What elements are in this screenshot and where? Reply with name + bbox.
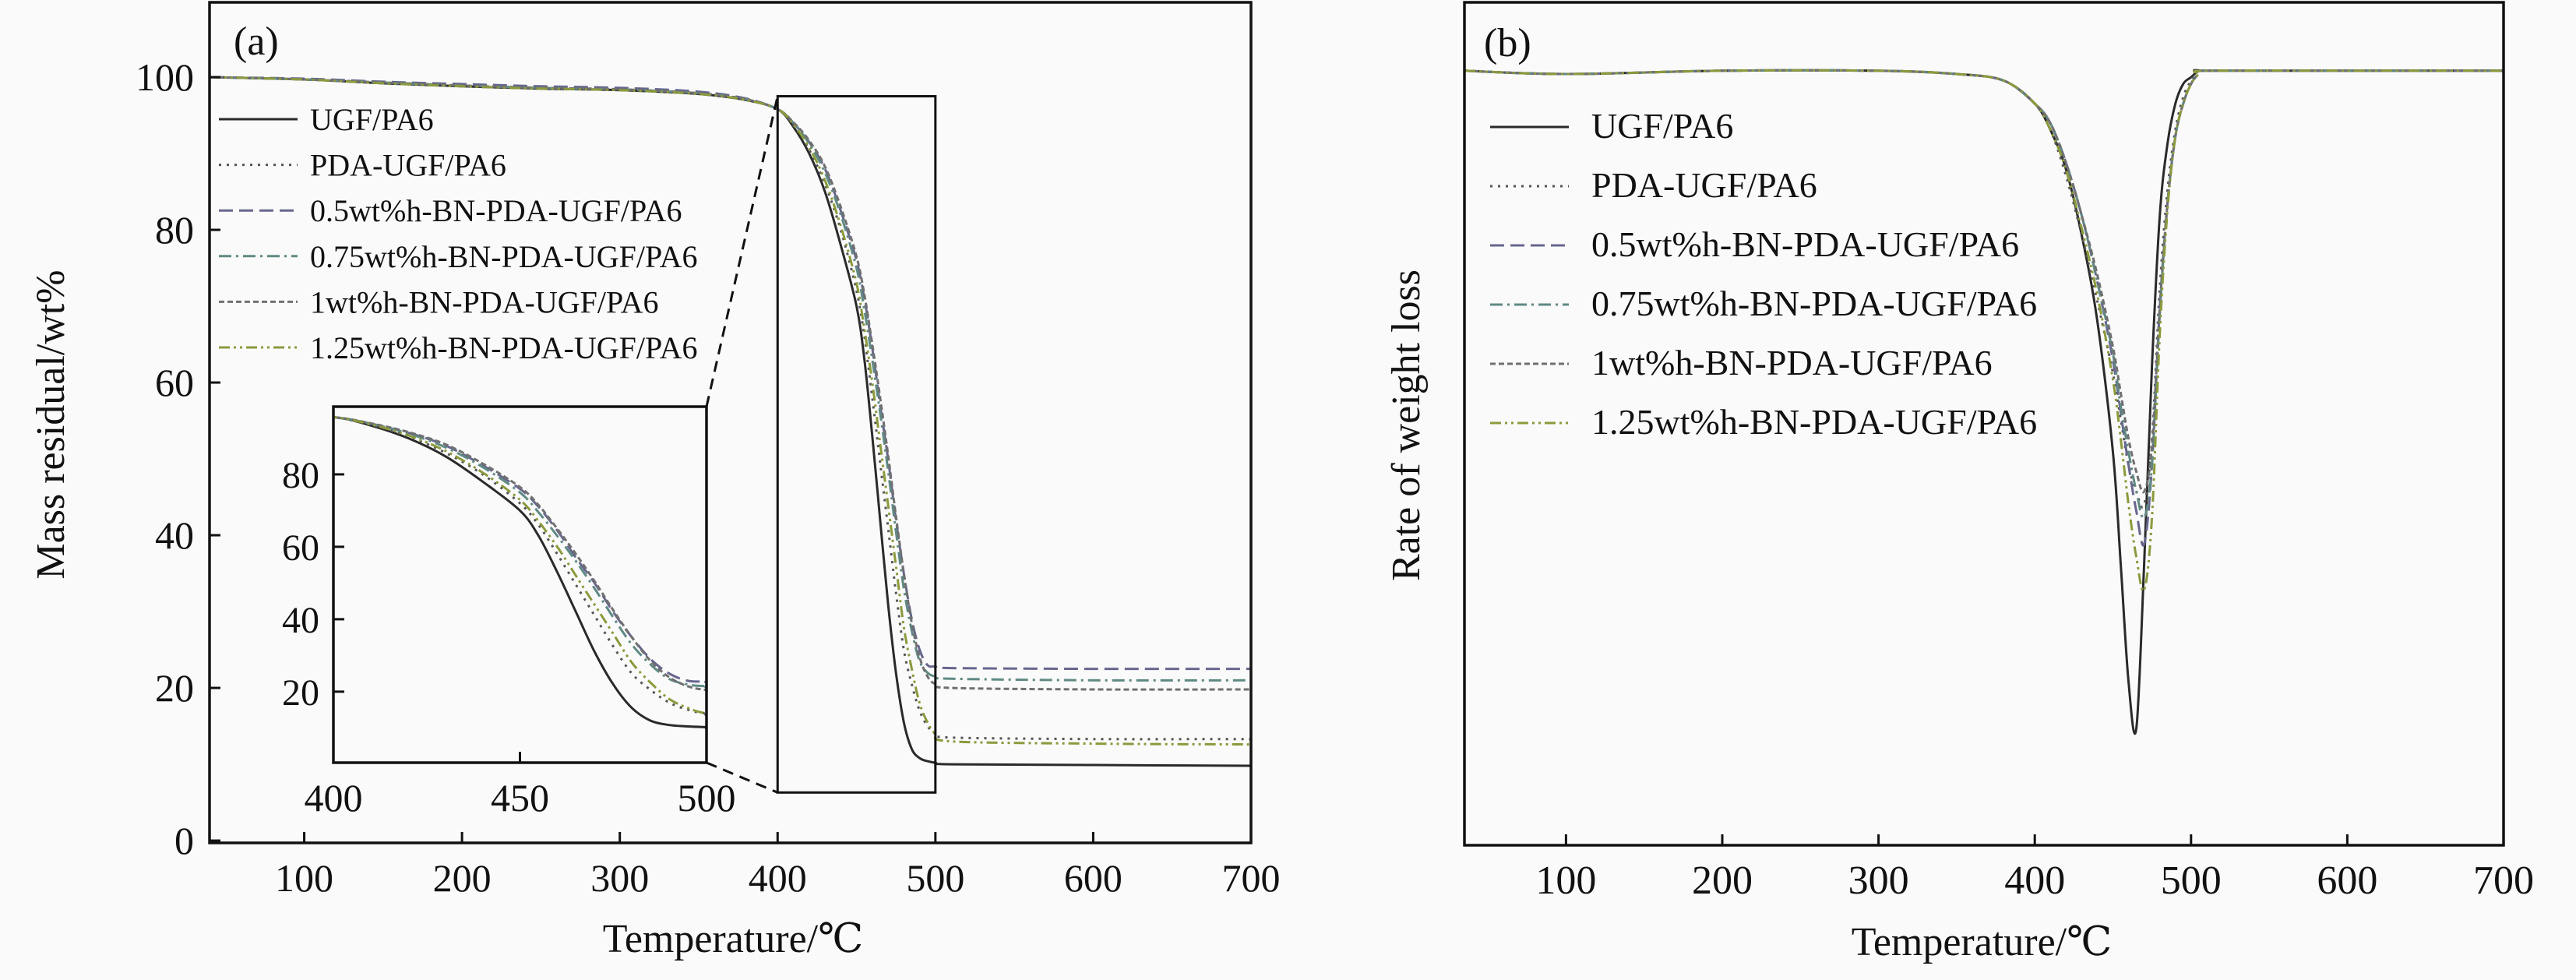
panel-label: (a) — [234, 19, 279, 64]
legend: UGF/PA6 PDA-UGF/PA6 0.5wt%h-BN-PDA-UGF/PA6… — [1490, 106, 2037, 442]
legend-item: 0.75wt%h-BN-PDA-UGF/PA6 — [219, 239, 697, 274]
inset-x-tick-label: 500 — [678, 776, 736, 820]
x-tick-label: 100 — [1535, 858, 1596, 903]
legend-item: 1wt%h-BN-PDA-UGF/PA6 — [219, 284, 658, 319]
x-tick-label: 100 — [275, 856, 333, 900]
x-tick-label: 700 — [2473, 858, 2534, 903]
legend-item: 0.75wt%h-BN-PDA-UGF/PA6 — [1490, 284, 2037, 323]
series-line-4 — [333, 415, 707, 693]
plot-frame — [1463, 1, 2505, 847]
panel-label: (b) — [1484, 21, 1531, 65]
x-tick-label: 700 — [1222, 856, 1281, 900]
legend-label: 0.5wt%h-BN-PDA-UGF/PA6 — [310, 193, 682, 228]
series-line-1 — [1464, 69, 2504, 509]
legend-label: 0.75wt%h-BN-PDA-UGF/PA6 — [1591, 284, 2037, 323]
legend-label: PDA-UGF/PA6 — [1591, 165, 1817, 205]
y-tick-label: 100 — [136, 55, 194, 99]
legend-item: PDA-UGF/PA6 — [219, 148, 506, 183]
series-line-5 — [1464, 69, 2504, 593]
legend-label: 1.25wt%h-BN-PDA-UGF/PA6 — [1591, 402, 2037, 442]
x-tick-label: 600 — [2317, 858, 2377, 903]
x-tick-label: 200 — [433, 856, 492, 900]
inset-y-tick-label: 20 — [282, 672, 319, 714]
series-line-4 — [210, 76, 1251, 691]
inset-y-tick-label: 80 — [282, 455, 319, 496]
legend-label: 1wt%h-BN-PDA-UGF/PA6 — [1591, 343, 1993, 382]
legend-label: 1wt%h-BN-PDA-UGF/PA6 — [310, 284, 658, 319]
inset-background — [333, 407, 707, 763]
y-tick-label: 20 — [155, 666, 194, 710]
x-tick-label: 500 — [906, 856, 964, 900]
series-line-5 — [210, 76, 1251, 746]
legend-label: 0.75wt%h-BN-PDA-UGF/PA6 — [310, 239, 697, 274]
legend-item: PDA-UGF/PA6 — [1490, 165, 1817, 205]
x-tick-label: 400 — [749, 856, 807, 900]
x-axis-title: Temperature/℃ — [1852, 920, 2113, 964]
series-line-0 — [333, 415, 707, 729]
legend-item: 1.25wt%h-BN-PDA-UGF/PA6 — [219, 330, 697, 365]
legend-item: 0.5wt%h-BN-PDA-UGF/PA6 — [219, 193, 682, 228]
x-tick-label: 600 — [1064, 856, 1122, 900]
panel-a-mass-residual-chart: 100 200 300 400 500 600 700 0 20 40 60 80 100 Tempera… — [29, 1, 1281, 961]
x-tick-label: 500 — [2161, 858, 2222, 903]
panel-b-weight-loss-rate-chart: 100 200 300 400 500 600 700 Temperature/℃ Rate o… — [1384, 1, 2534, 964]
x-axis-title: Temperature/℃ — [603, 917, 864, 961]
legend-item: 1.25wt%h-BN-PDA-UGF/PA6 — [1490, 402, 2037, 442]
legend-label: 1.25wt%h-BN-PDA-UGF/PA6 — [310, 330, 697, 365]
legend-item: UGF/PA6 — [219, 102, 434, 137]
zoom-connector-bottom — [706, 761, 778, 794]
x-tick-label: 300 — [1848, 858, 1909, 903]
legend-label: 0.5wt%h-BN-PDA-UGF/PA6 — [1591, 224, 2019, 264]
inset-y-tick-label: 60 — [282, 527, 319, 569]
inset-x-tick-label: 450 — [491, 776, 549, 820]
y-tick-label: 60 — [155, 361, 194, 404]
legend-label: PDA-UGF/PA6 — [310, 148, 506, 183]
x-tick-label: 200 — [1692, 858, 1753, 903]
legend-item: 1wt%h-BN-PDA-UGF/PA6 — [1490, 343, 1993, 382]
legend: UGF/PA6 PDA-UGF/PA6 0.5wt%h-BN-PDA-UGF/PA6… — [219, 102, 697, 365]
plot-frame — [208, 1, 1253, 844]
legend-item: 0.5wt%h-BN-PDA-UGF/PA6 — [1490, 224, 2019, 264]
x-tick-label: 400 — [2004, 858, 2065, 903]
y-tick-label: 0 — [174, 819, 194, 862]
inset-y-tick-label: 40 — [282, 600, 319, 641]
y-axis-title: Rate of weight loss — [1384, 270, 1429, 581]
x-tick-label: 300 — [590, 856, 649, 900]
y-axis-title: Mass residual/wt% — [29, 270, 73, 579]
y-tick-label: 80 — [155, 208, 194, 252]
y-tick-label: 40 — [155, 513, 194, 557]
inset-x-tick-label: 400 — [305, 776, 363, 820]
legend-item: UGF/PA6 — [1490, 106, 1733, 146]
inset-chart: 400 450 500 20 40 60 80 — [282, 405, 736, 820]
series-line-2 — [210, 76, 1251, 671]
zoom-region-box — [776, 95, 937, 794]
legend-label: UGF/PA6 — [310, 102, 434, 137]
legend-label: UGF/PA6 — [1591, 106, 1733, 146]
